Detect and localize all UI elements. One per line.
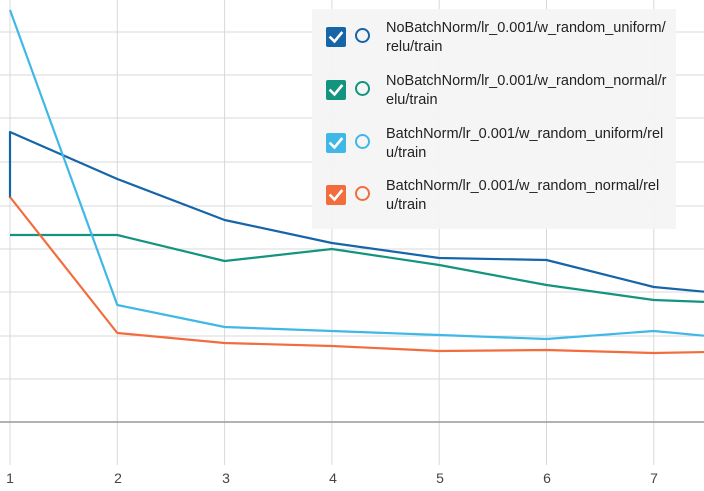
x-tick-label: 3 [222,470,230,486]
checkbox-checked-icon[interactable] [326,133,346,153]
legend-item[interactable]: NoBatchNorm/lr_0.001/w_random_normal/rel… [312,62,676,114]
series-lines [8,9,704,355]
legend-label: BatchNorm/lr_0.001/w_random_uniform/relu… [386,126,664,161]
legend-item[interactable]: BatchNorm/lr_0.001/w_random_normal/relu/… [312,167,676,219]
x-tick-label: 6 [543,470,551,486]
checkbox-checked-icon[interactable] [326,185,346,205]
checkbox-checked-icon[interactable] [326,27,346,47]
series-circle-icon [355,28,370,43]
legend-item[interactable]: NoBatchNorm/lr_0.001/w_random_uniform/re… [312,9,676,61]
series-circle-icon [355,186,370,201]
legend-item[interactable]: BatchNorm/lr_0.001/w_random_uniform/relu… [312,115,676,167]
x-tick-label: 2 [114,470,122,486]
x-tick-label: 4 [329,470,337,486]
series-line [8,130,704,293]
legend-label: NoBatchNorm/lr_0.001/w_random_uniform/re… [386,20,666,55]
series-line [10,233,704,303]
series-circle-icon [355,81,370,96]
x-tick-label: 5 [436,470,444,486]
x-tick-label: 7 [650,470,658,486]
series-line [8,9,704,341]
legend-label: BatchNorm/lr_0.001/w_random_normal/relu/… [386,178,660,213]
checkbox-checked-icon[interactable] [326,80,346,100]
series-line [9,196,704,355]
series-circle-icon [355,134,370,149]
x-tick-label: 1 [6,470,14,486]
legend-label: NoBatchNorm/lr_0.001/w_random_normal/rel… [386,73,667,108]
legend: NoBatchNorm/lr_0.001/w_random_uniform/re… [312,9,676,229]
